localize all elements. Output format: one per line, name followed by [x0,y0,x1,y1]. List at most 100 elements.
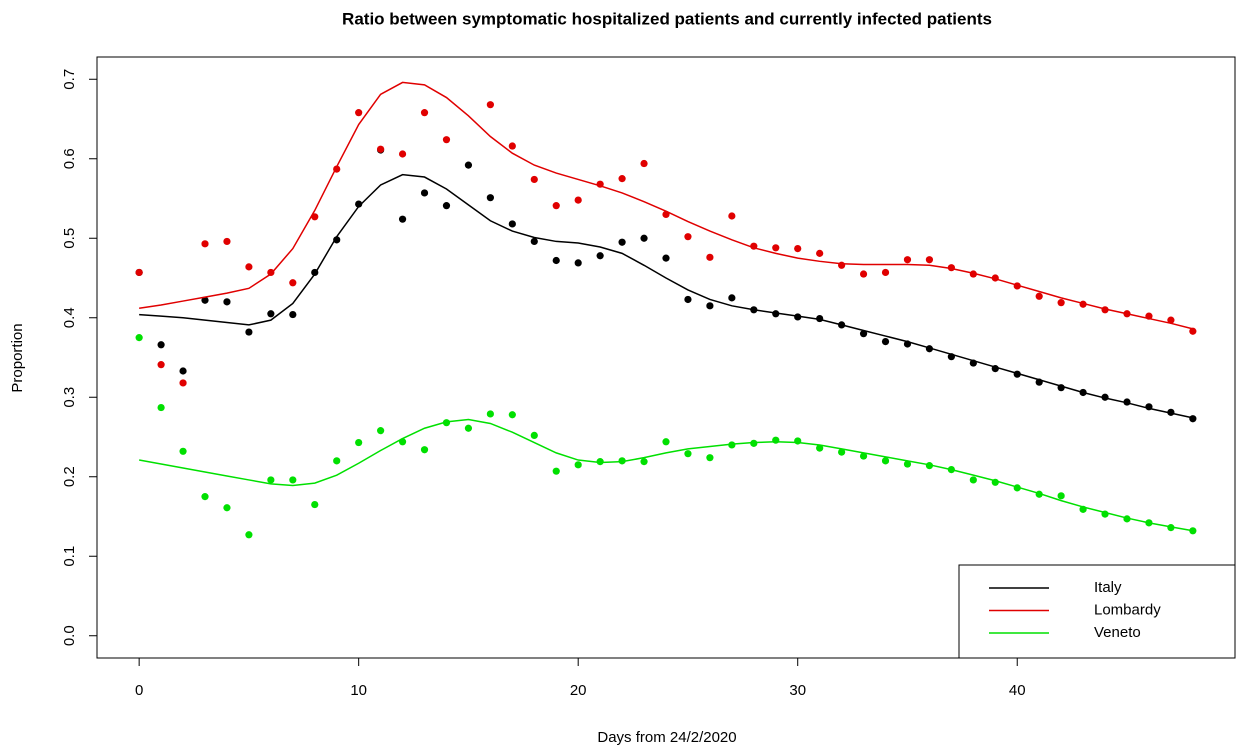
x-axis-label: Days from 24/2/2020 [597,729,736,746]
data-point [552,467,560,475]
data-point [794,437,802,445]
data-point [508,220,516,228]
data-point [420,109,429,117]
data-point [728,212,736,220]
data-point [969,359,977,367]
data-point [530,431,538,440]
data-point [333,236,341,244]
data-point [772,436,780,444]
data-point [333,165,341,173]
data-point [289,476,297,484]
data-point [969,270,977,278]
data-point [991,274,999,282]
data-point [377,145,385,153]
data-point [311,213,319,221]
data-point [925,345,934,353]
data-point [552,202,560,210]
data-point [355,438,363,447]
data-point [355,109,363,117]
y-tick-label: 0.2 [61,466,78,487]
data-point [969,476,977,484]
data-point [750,242,758,250]
data-point [355,200,363,208]
y-axis-label: Proportion [9,323,26,392]
data-point [530,237,538,246]
data-point [574,259,582,267]
data-point [816,314,824,323]
data-point [596,458,604,466]
data-point [398,438,407,446]
data-point [881,338,890,346]
data-point [596,252,604,260]
data-point [201,296,209,304]
data-point [728,294,736,302]
data-point [201,240,209,248]
data-point [816,249,824,257]
data-point [135,268,143,277]
data-point [1013,282,1021,290]
data-point [947,264,955,272]
data-point [1057,384,1065,392]
data-point [618,175,626,183]
data-point [508,142,516,150]
data-point [750,439,758,447]
x-tick-label: 0 [135,682,143,699]
data-point [1167,316,1175,324]
data-point [1101,393,1109,401]
data-point [398,215,407,223]
data-point [750,306,758,314]
data-point [706,253,714,261]
data-point [838,448,846,456]
data-point [662,254,670,262]
data-point [486,194,494,202]
data-point [1123,310,1131,318]
data-point [179,379,187,387]
data-point [420,189,429,197]
data-point [1035,378,1043,386]
data-point [223,237,231,246]
data-point [267,268,275,277]
data-point [486,101,494,109]
data-point [179,367,187,375]
data-point [1035,292,1043,300]
data-point [201,493,209,501]
data-point [640,458,648,466]
data-point [838,261,846,269]
y-tick-label: 0.5 [61,228,78,249]
data-point [1145,519,1153,527]
data-point [947,353,955,361]
data-point [442,202,451,210]
data-point [794,244,802,253]
data-point [1189,327,1197,335]
data-point [1167,524,1175,532]
data-point [179,447,187,455]
legend-label: Italy [1094,579,1122,596]
data-point [267,476,275,484]
data-point [925,256,934,264]
x-tick-label: 20 [570,682,587,699]
data-point [684,295,692,304]
data-point [289,279,297,287]
data-point [618,238,626,246]
y-tick-label: 0.1 [61,546,78,567]
data-point [728,441,736,449]
data-point [684,233,692,241]
x-tick-label: 40 [1009,682,1026,699]
data-point [859,452,868,460]
data-point [618,457,626,465]
data-point [1101,510,1109,518]
data-point [596,180,604,188]
data-point [311,268,319,277]
data-point [135,334,143,342]
data-point [223,504,231,512]
data-point [1013,370,1021,378]
y-tick-label: 0.4 [61,307,78,328]
data-point [903,460,912,468]
data-point [420,446,429,454]
data-point [464,161,473,169]
data-point [794,313,802,321]
data-point [311,500,319,509]
data-point [1189,415,1197,423]
data-point [772,310,780,318]
data-point [245,328,253,336]
